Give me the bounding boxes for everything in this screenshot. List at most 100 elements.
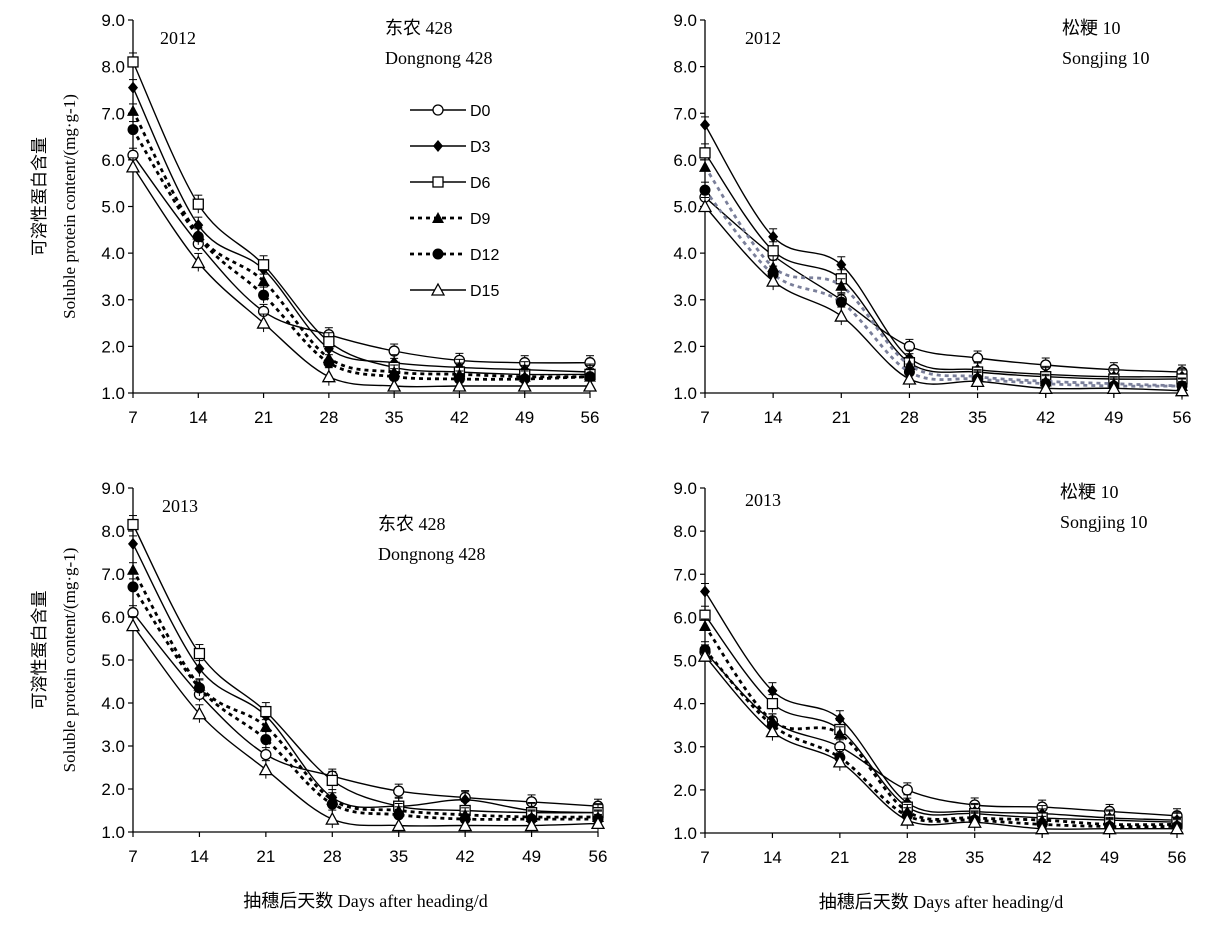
- x-tick-label: 35: [965, 848, 984, 867]
- point-d12-7: [127, 124, 139, 136]
- y-tick-label: 5.0: [673, 652, 697, 671]
- y-tick-label: 3.0: [101, 291, 125, 310]
- point-d15-7: [697, 199, 713, 213]
- y-tick-label: 6.0: [673, 151, 697, 170]
- point-d15-35: [967, 814, 982, 828]
- panel-year-label: 2013: [745, 490, 781, 510]
- x-tick-label: 21: [256, 847, 275, 866]
- series-line-d3: [132, 87, 591, 373]
- y-tick-label: 1.0: [101, 384, 125, 403]
- y-axis-label-en: Soluble protein content/(mg·g-1): [60, 548, 79, 773]
- x-tick-label: 56: [589, 847, 608, 866]
- x-tick-label: 42: [450, 408, 469, 427]
- point-d15-35: [970, 373, 985, 387]
- series-line-d9: [703, 625, 1178, 827]
- cultivar-cn-label: 松粳 10: [1060, 482, 1119, 502]
- series-line-d12: [131, 128, 591, 381]
- y-tick-label: 5.0: [101, 198, 125, 217]
- x-tick-label: 35: [385, 408, 404, 427]
- point-d6-14: [193, 647, 206, 660]
- x-tick-label: 49: [522, 847, 541, 866]
- point-d12-21: [835, 296, 847, 308]
- cultivar-en-label: Songjing 10: [1062, 48, 1150, 68]
- y-tick-label: 8.0: [673, 58, 697, 77]
- point-d12-28: [326, 798, 338, 810]
- point-d15-42: [1035, 821, 1050, 835]
- y-tick-label: 1.0: [673, 824, 697, 843]
- point-d15-49: [1106, 380, 1121, 394]
- point-d0-21: [260, 748, 272, 761]
- point-d6-21: [257, 259, 270, 271]
- point-d12-21: [258, 289, 270, 301]
- point-d6-21: [260, 705, 272, 718]
- point-d15-56: [582, 378, 598, 392]
- y-tick-label: 9.0: [673, 11, 697, 30]
- cultivar-cn-label: 东农 428: [385, 18, 453, 38]
- y-tick-label: 7.0: [101, 104, 125, 123]
- point-d12-7: [699, 184, 711, 196]
- point-d15-14: [766, 273, 781, 287]
- y-tick-label: 7.0: [673, 104, 697, 123]
- x-tick-label: 14: [189, 408, 208, 427]
- point-d15-49: [524, 818, 539, 832]
- legend-label-d15: D15: [470, 283, 499, 300]
- point-d6-7: [127, 56, 139, 68]
- cultivar-en-label: Dongnong 428: [385, 48, 493, 68]
- point-d0-28: [901, 784, 913, 796]
- y-tick-label: 2.0: [673, 781, 697, 800]
- series-line-d12: [703, 189, 1183, 388]
- point-d3-14: [193, 219, 204, 232]
- point-d15-7: [125, 618, 141, 632]
- x-tick-label: 7: [700, 848, 709, 867]
- point-d3-7: [128, 537, 138, 550]
- point-d6-7: [699, 147, 711, 159]
- point-d15-42: [458, 818, 473, 832]
- x-tick-label: 35: [389, 847, 408, 866]
- point-d3-21: [836, 258, 847, 271]
- y-tick-label: 6.0: [101, 151, 125, 170]
- point-d6-14: [192, 198, 204, 210]
- point-d15-14: [192, 706, 207, 720]
- legend-label-d3: D3: [470, 139, 491, 156]
- point-d15-7: [697, 648, 713, 662]
- legend-marker-d15: [430, 282, 446, 296]
- point-d9-21: [835, 279, 848, 291]
- point-d3-14: [767, 684, 778, 697]
- point-d6-14: [767, 245, 779, 257]
- x-tick-label: 42: [456, 847, 475, 866]
- legend-label-d12: D12: [470, 247, 499, 264]
- point-d15-7: [125, 159, 141, 173]
- legend-label-d9: D9: [470, 211, 491, 228]
- x-tick-label: 28: [319, 408, 338, 427]
- y-axis-label-cn: 可溶性蛋白含量: [30, 591, 49, 710]
- cultivar-en-label: Songjing 10: [1060, 512, 1148, 532]
- x-tick-label: 21: [830, 848, 849, 867]
- y-tick-label: 7.0: [673, 565, 697, 584]
- point-d3-7: [700, 118, 710, 131]
- point-d15-14: [765, 724, 780, 738]
- point-d9-7: [699, 160, 711, 172]
- point-d9-21: [257, 275, 270, 287]
- point-d15-56: [1169, 821, 1185, 835]
- point-d0-35: [393, 785, 405, 797]
- point-d15-42: [452, 378, 467, 392]
- legend-marker-d6: [432, 176, 444, 188]
- x-tick-label: 49: [1104, 408, 1123, 427]
- x-tick-label: 56: [581, 408, 600, 427]
- point-d9-7: [127, 563, 139, 575]
- y-tick-label: 4.0: [673, 695, 697, 714]
- x-axis-label: 抽穗后天数 Days after heading/d: [243, 891, 487, 911]
- point-d3-14: [768, 230, 779, 243]
- legend: D0 D3 D6 D9 D12 D15: [410, 103, 499, 300]
- legend-marker-d0: [432, 104, 444, 116]
- x-tick-label: 14: [763, 848, 782, 867]
- y-tick-label: 4.0: [101, 694, 125, 713]
- x-tick-label: 56: [1173, 408, 1192, 427]
- x-tick-label: 42: [1036, 408, 1055, 427]
- point-d6-14: [766, 697, 779, 710]
- y-tick-label: 7.0: [101, 565, 125, 584]
- y-axis-label-en: Soluble protein content/(mg·g-1): [60, 94, 79, 319]
- chart-panel-top-right: 1.0 2.0 3.0 4.0 5.0 6.0 7.0 8.0 9.0 7 14 21 28 35 42 49…: [673, 11, 1191, 427]
- point-d15-42: [1038, 380, 1053, 394]
